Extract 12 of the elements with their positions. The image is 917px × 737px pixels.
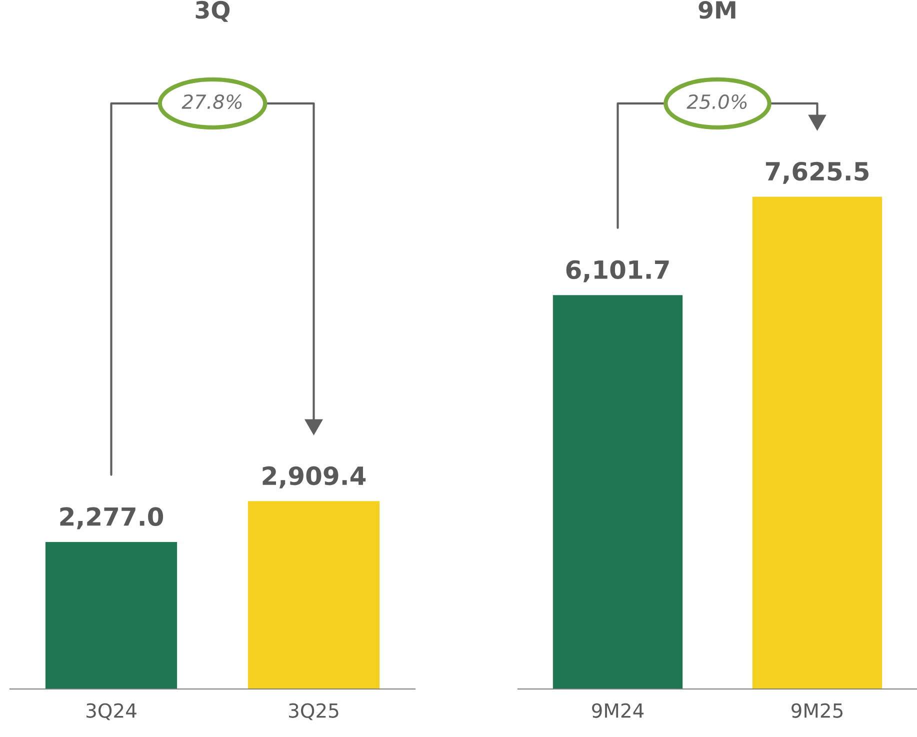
x-tick-label: 9M25 [792,703,842,718]
x-tick-label: 3Q25 [289,703,338,720]
x-tick-label: 3Q24 [86,703,136,720]
chart-title: 3Q [196,0,230,22]
chart-title: 9M [698,0,736,19]
text: 27.8% [182,94,242,110]
data-label: 7,625.5 [766,162,868,184]
data-label: 2,909.4 [262,466,366,488]
data-label: 6,101.7 [566,260,669,282]
x-tick-label: 9M24 [592,703,644,718]
text: 25.0% [686,94,747,110]
data-label: 2,277.0 [60,507,164,530]
